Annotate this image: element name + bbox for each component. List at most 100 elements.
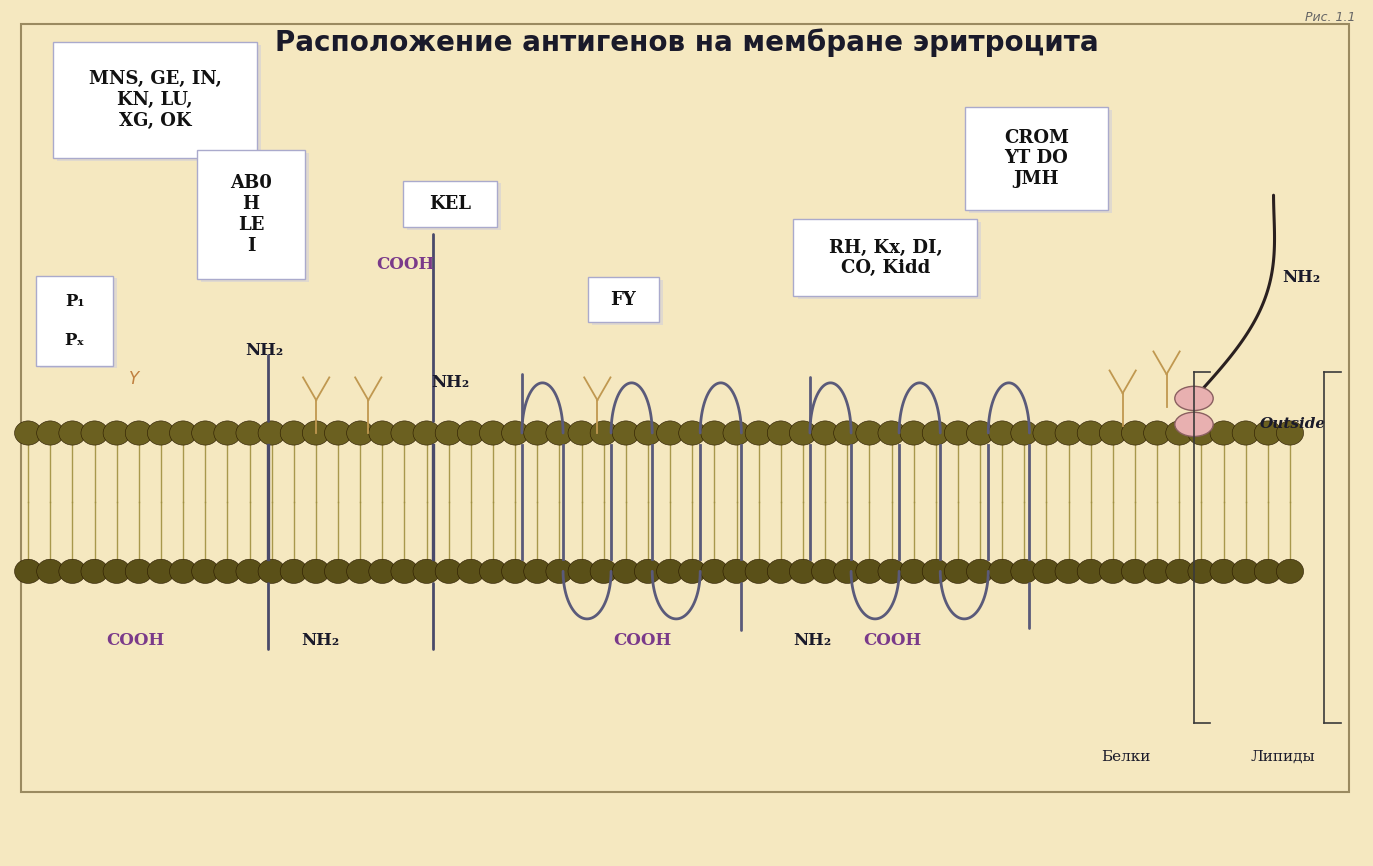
Ellipse shape (391, 421, 417, 445)
Ellipse shape (656, 421, 684, 445)
FancyBboxPatch shape (406, 183, 501, 229)
Ellipse shape (1032, 421, 1060, 445)
Ellipse shape (678, 559, 706, 584)
Text: KEL: KEL (428, 195, 471, 213)
Ellipse shape (945, 421, 972, 445)
Ellipse shape (789, 559, 817, 584)
Ellipse shape (590, 559, 618, 584)
FancyBboxPatch shape (794, 219, 978, 296)
Ellipse shape (546, 559, 573, 584)
Text: Y: Y (129, 371, 139, 388)
Text: COOH: COOH (376, 255, 434, 273)
Ellipse shape (923, 559, 949, 584)
Ellipse shape (811, 559, 839, 584)
Ellipse shape (169, 421, 196, 445)
FancyBboxPatch shape (200, 153, 309, 281)
Ellipse shape (324, 421, 351, 445)
Ellipse shape (125, 421, 152, 445)
Ellipse shape (1054, 559, 1082, 584)
Ellipse shape (1122, 421, 1149, 445)
Ellipse shape (833, 559, 861, 584)
Ellipse shape (391, 559, 417, 584)
Text: AB0
H
LE
I: AB0 H LE I (231, 174, 272, 255)
Ellipse shape (1144, 559, 1171, 584)
Text: COOH: COOH (864, 632, 921, 649)
Text: COOH: COOH (614, 632, 671, 649)
Ellipse shape (457, 559, 485, 584)
Ellipse shape (302, 559, 330, 584)
Ellipse shape (258, 421, 286, 445)
Ellipse shape (147, 559, 174, 584)
Ellipse shape (479, 559, 507, 584)
Ellipse shape (302, 421, 330, 445)
FancyBboxPatch shape (588, 277, 659, 322)
Ellipse shape (192, 421, 218, 445)
Text: Рис. 1.1: Рис. 1.1 (1306, 11, 1357, 24)
Ellipse shape (1232, 559, 1259, 584)
Ellipse shape (37, 559, 63, 584)
Ellipse shape (1078, 421, 1104, 445)
Ellipse shape (37, 421, 63, 445)
Ellipse shape (989, 421, 1016, 445)
Ellipse shape (877, 421, 905, 445)
Ellipse shape (855, 421, 883, 445)
Ellipse shape (413, 421, 441, 445)
Ellipse shape (1255, 559, 1281, 584)
Ellipse shape (746, 421, 772, 445)
Ellipse shape (1277, 421, 1303, 445)
Ellipse shape (280, 559, 308, 584)
Text: Расположение антигенов на мембране эритроцита: Расположение антигенов на мембране эритр… (275, 28, 1098, 56)
Ellipse shape (1166, 559, 1193, 584)
Ellipse shape (833, 421, 861, 445)
Ellipse shape (546, 421, 573, 445)
Ellipse shape (15, 559, 41, 584)
Ellipse shape (746, 559, 772, 584)
Ellipse shape (15, 421, 41, 445)
Ellipse shape (169, 559, 196, 584)
Text: P₁

Pₓ: P₁ Pₓ (65, 293, 85, 349)
Ellipse shape (369, 559, 395, 584)
Ellipse shape (501, 421, 529, 445)
Ellipse shape (789, 421, 817, 445)
Ellipse shape (1078, 559, 1104, 584)
Ellipse shape (700, 559, 728, 584)
Ellipse shape (1144, 421, 1171, 445)
Text: RH, Kx, DI,
CO, Kidd: RH, Kx, DI, CO, Kidd (828, 238, 942, 277)
Ellipse shape (1255, 421, 1281, 445)
Ellipse shape (1100, 421, 1126, 445)
Ellipse shape (811, 421, 839, 445)
Ellipse shape (901, 421, 927, 445)
Ellipse shape (967, 559, 994, 584)
Ellipse shape (435, 421, 463, 445)
Ellipse shape (81, 421, 108, 445)
Ellipse shape (678, 421, 706, 445)
Ellipse shape (457, 421, 485, 445)
Ellipse shape (1277, 559, 1303, 584)
Ellipse shape (369, 421, 395, 445)
Text: Outside: Outside (1260, 417, 1326, 431)
Ellipse shape (147, 421, 174, 445)
Ellipse shape (967, 421, 994, 445)
Ellipse shape (1011, 421, 1038, 445)
FancyBboxPatch shape (798, 222, 982, 299)
Ellipse shape (1188, 559, 1215, 584)
Text: NH₂: NH₂ (244, 342, 283, 359)
Ellipse shape (125, 559, 152, 584)
Text: NH₂: NH₂ (431, 374, 470, 391)
FancyBboxPatch shape (36, 275, 113, 365)
Ellipse shape (1011, 559, 1038, 584)
Ellipse shape (479, 421, 507, 445)
FancyBboxPatch shape (56, 45, 261, 161)
Ellipse shape (103, 421, 130, 445)
Ellipse shape (324, 559, 351, 584)
Ellipse shape (214, 559, 240, 584)
Ellipse shape (501, 559, 529, 584)
Ellipse shape (568, 421, 595, 445)
Text: NH₂: NH₂ (301, 632, 339, 649)
Ellipse shape (1166, 421, 1193, 445)
Ellipse shape (724, 421, 750, 445)
Ellipse shape (945, 559, 972, 584)
Ellipse shape (612, 559, 640, 584)
Ellipse shape (768, 421, 795, 445)
Ellipse shape (855, 559, 883, 584)
